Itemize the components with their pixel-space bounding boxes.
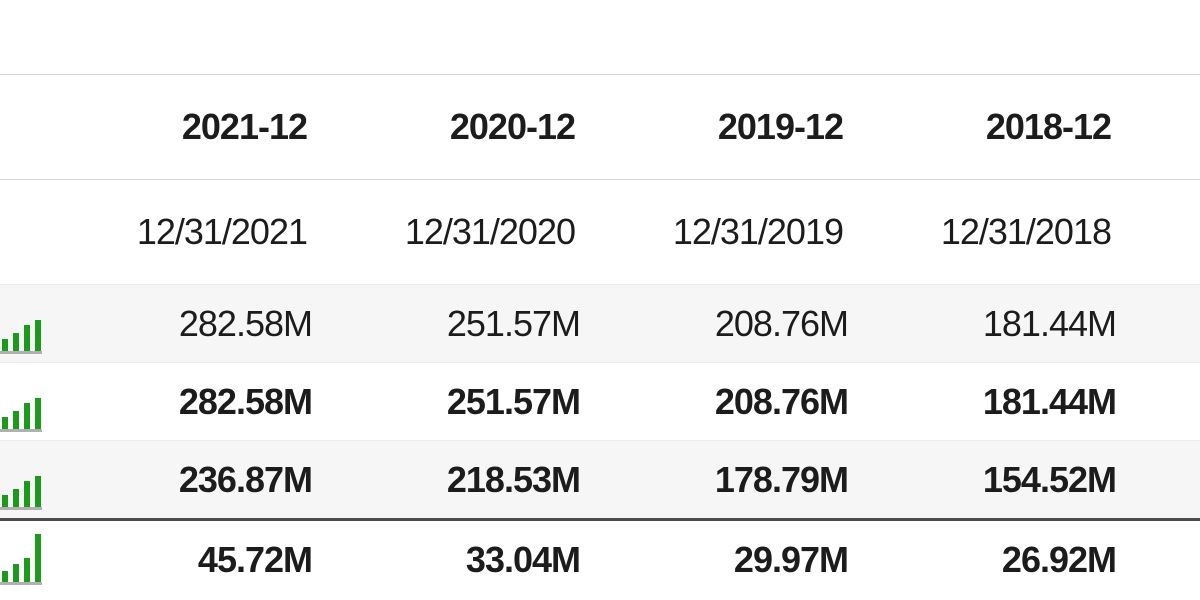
top-whitespace xyxy=(0,0,1200,74)
bar-chart-icon-tall[interactable] xyxy=(0,534,44,586)
column-header-period-4: 2018-12 xyxy=(985,106,1112,147)
value-cell: 208.76M xyxy=(714,302,849,344)
value-cell: 29.97M xyxy=(733,538,849,580)
value-cell: 208.76M xyxy=(714,380,849,422)
bar-chart-baseline xyxy=(0,507,42,510)
column-header-period-2: 2020-12 xyxy=(449,106,576,147)
column-header-period-1: 2021-12 xyxy=(181,106,308,147)
bar-chart-icon[interactable] xyxy=(0,315,44,355)
fiscal-date-cell-2: 12/31/2020 xyxy=(404,211,576,252)
table-row: 282.58M 251.57M 208.76M 181.44M xyxy=(0,362,1200,440)
row-label-spacer xyxy=(0,75,39,179)
value-cell: 178.79M xyxy=(714,458,849,500)
table-row: 236.87M 218.53M 178.79M 154.52M xyxy=(0,440,1200,518)
period-header-row: 2021-12 2020-12 2019-12 2018-12 xyxy=(0,74,1200,179)
financials-table: 2021-12 2020-12 2019-12 2018-12 12/31/20… xyxy=(0,74,1200,598)
value-cell: 181.44M xyxy=(982,380,1117,422)
table-row: 45.72M 33.04M 29.97M 26.92M xyxy=(0,518,1200,598)
bar-chart-baseline xyxy=(0,351,42,354)
fiscal-date-cell-3: 12/31/2019 xyxy=(672,211,844,252)
bar-chart-baseline xyxy=(0,429,42,432)
fiscal-dates-row: 12/31/2021 12/31/2020 12/31/2019 12/31/2… xyxy=(0,179,1200,284)
value-cell: 251.57M xyxy=(446,380,581,422)
value-cell: 282.58M xyxy=(178,302,313,344)
column-header-period-3: 2019-12 xyxy=(717,106,844,147)
value-cell: 282.58M xyxy=(178,380,313,422)
value-cell: 251.57M xyxy=(446,302,581,344)
bar-chart-icon[interactable] xyxy=(0,393,44,433)
fiscal-date-cell-4: 12/31/2018 xyxy=(940,211,1112,252)
row-chart-toggle[interactable] xyxy=(0,521,44,598)
row-chart-toggle[interactable] xyxy=(0,285,44,362)
table-row: 282.58M 251.57M 208.76M 181.44M xyxy=(0,284,1200,362)
value-cell: 154.52M xyxy=(982,458,1117,500)
value-cell: 236.87M xyxy=(178,458,313,500)
row-chart-toggle[interactable] xyxy=(0,441,44,518)
value-cell: 45.72M xyxy=(197,538,313,580)
fiscal-date-cell-1: 12/31/2021 xyxy=(136,211,308,252)
bar-chart-icon[interactable] xyxy=(0,471,44,511)
row-label-spacer xyxy=(0,180,39,284)
row-chart-toggle[interactable] xyxy=(0,363,44,440)
value-cell: 181.44M xyxy=(982,302,1117,344)
value-cell: 218.53M xyxy=(446,458,581,500)
bar-chart-baseline xyxy=(0,582,42,585)
value-cell: 33.04M xyxy=(465,538,581,580)
value-cell: 26.92M xyxy=(1001,538,1117,580)
